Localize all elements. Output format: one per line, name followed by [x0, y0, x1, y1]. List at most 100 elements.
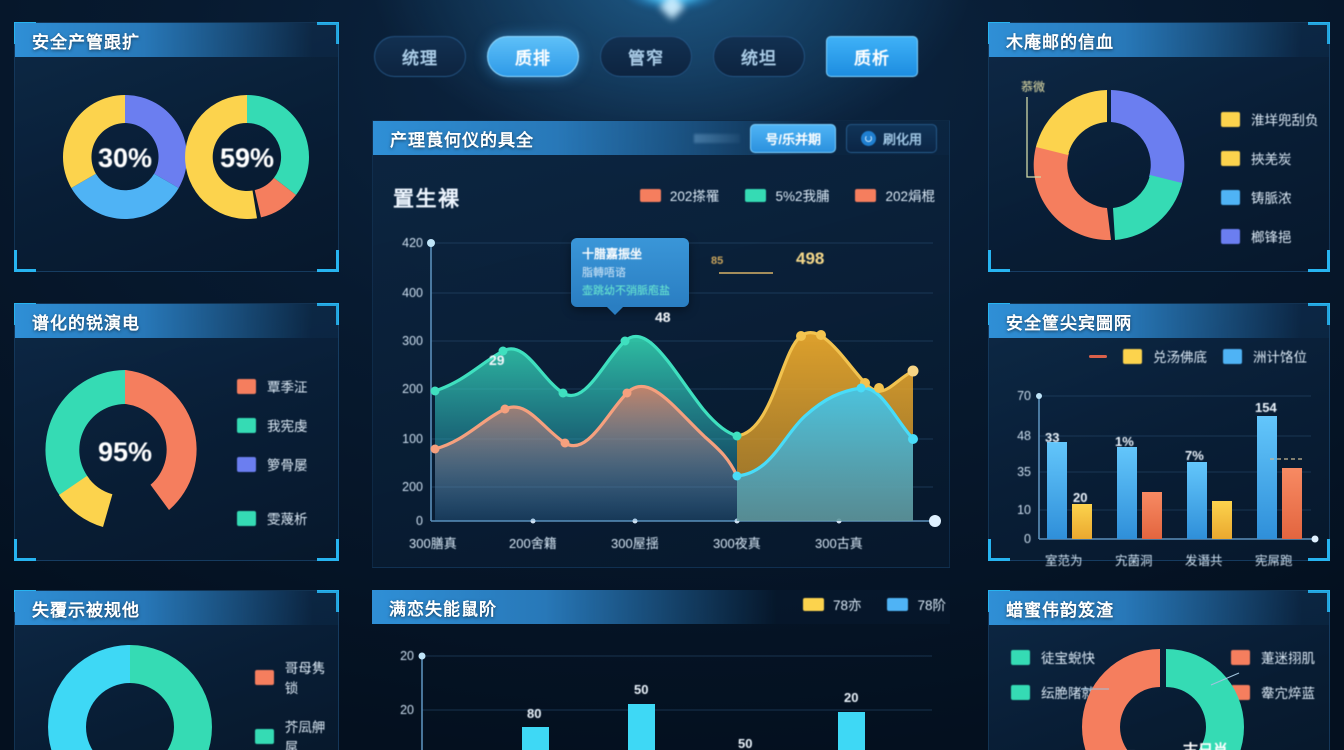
- category-label-0: 室范为: [1045, 554, 1083, 568]
- legend-label: 淮垟兜刮负: [1251, 113, 1319, 128]
- corner-br: [317, 250, 339, 272]
- bar: [628, 704, 655, 750]
- legend-swatch-icon: [639, 188, 661, 202]
- y-axis-labels: 20 20 10: [400, 649, 414, 717]
- legend-item[interactable]: 我宪虔: [237, 415, 308, 435]
- top-left-donut-b: 59%: [185, 95, 310, 219]
- legend-label: 覃季泟: [267, 380, 308, 395]
- slice-teal: [130, 645, 212, 750]
- panel-bottom-left: 失覆示被规他 哥母隽锁 芥凨舺屌 吕恳窝用: [14, 590, 339, 750]
- slice-indigo: [125, 95, 188, 188]
- legend-label: 纭脃陼就: [1041, 686, 1095, 701]
- bar-blue: [1047, 442, 1067, 539]
- panel-body: 20 20 10 80 50 50 20: [372, 624, 950, 750]
- legend-item[interactable]: 箩骨屡: [237, 454, 308, 474]
- legend-swatch-icon: [237, 510, 256, 526]
- bar-label-3: 20: [844, 690, 859, 705]
- panel-body: 95% 覃季泟 我宪虔 箩骨屡 雯蔑析: [15, 338, 338, 560]
- legend-label: 我宪虔: [267, 419, 308, 434]
- legend-swatch-icon: [855, 188, 877, 202]
- bar-orange: [1142, 492, 1162, 539]
- bar-label-2: 50: [738, 736, 753, 750]
- legend-item[interactable]: 78阶: [887, 594, 946, 614]
- svg-text:20: 20: [400, 703, 414, 717]
- svg-text:10: 10: [1017, 503, 1031, 517]
- panel-body: 30% 59%: [15, 57, 338, 271]
- mid-left-legend: 覃季泟 我宪虔 箩骨屡 雯蔑析: [237, 376, 308, 547]
- panel-mid-right: 安全筐尖宾圌陃 兑汤佛底 洲计饹位: [988, 303, 1330, 568]
- legend-item[interactable]: 5%2我脯: [745, 185, 829, 205]
- category-label-1: 宄菌洞: [1115, 554, 1153, 568]
- panel-main-chart: 产理莨何仪的具全 号/乐并期 刷化用 置生裸 202搽罹 5%2我脯 202焆棍: [372, 120, 950, 568]
- legend-item[interactable]: 兑汤佛底: [1123, 346, 1207, 366]
- bar-orange: [1282, 468, 1302, 539]
- legend-item[interactable]: 徒宝蜺快: [1011, 647, 1095, 667]
- legend-item[interactable]: 202焆棍: [855, 185, 935, 205]
- panel-title: 木庵邮的信血: [989, 23, 1329, 57]
- legend-label: 哥母隽锁: [284, 661, 326, 696]
- svg-text:300: 300: [402, 334, 423, 348]
- donut-center-label: 95%: [98, 437, 152, 467]
- placeholder-text: [694, 134, 741, 143]
- data-label-498: 498: [796, 249, 825, 268]
- legend-label: 兑汤佛底: [1153, 350, 1207, 365]
- bottom-right-donut: [1081, 649, 1244, 750]
- bar-value-1: 1%: [1115, 434, 1134, 449]
- slice-yellow: [185, 95, 257, 219]
- legend-swatch-icon: [1011, 649, 1030, 665]
- slice-inner-label-teal: 古日肖: [1183, 739, 1228, 750]
- tab-0[interactable]: 统理: [374, 36, 466, 77]
- primary-action-button[interactable]: 号/乐并期: [750, 124, 836, 153]
- legend-label: 箩骨屡: [267, 458, 308, 473]
- legend-item[interactable]: 萐迷挧肌: [1231, 647, 1315, 667]
- tab-1[interactable]: 质排: [487, 36, 579, 77]
- bar-label-1: 50: [634, 682, 649, 697]
- legend-swatch-icon: [1221, 228, 1240, 244]
- legend-item[interactable]: 78亦: [802, 594, 861, 614]
- slice-orange: [1033, 143, 1111, 241]
- corner-br: [317, 539, 339, 561]
- main-area-plot: 420 400 300 200 100 200 0: [402, 236, 941, 528]
- nav-tabs: 统理 质排 管窄 统坦 质析: [374, 36, 918, 77]
- tab-4[interactable]: 质析: [826, 36, 918, 77]
- legend-item[interactable]: 哥母隽锁: [255, 657, 338, 697]
- legend-item[interactable]: 雯蔑析: [237, 508, 308, 528]
- legend-item[interactable]: 202搽罹: [639, 185, 719, 205]
- legend-swatch-icon: [1221, 189, 1240, 205]
- legend-swatch-icon: [237, 417, 256, 433]
- y-axis-labels: 420 400 300 200 100 200 0: [402, 236, 423, 528]
- legend-item[interactable]: 覃季泟: [237, 376, 308, 396]
- data-label-48: 48: [655, 309, 671, 325]
- slice-blue: [71, 173, 179, 220]
- bar-yellow: [1072, 504, 1092, 539]
- legend-item[interactable]: 挾羌炭: [1221, 148, 1319, 168]
- slice-teal: [1113, 175, 1182, 240]
- chart-subtitle: 置生裸: [393, 188, 461, 211]
- tab-3[interactable]: 统坦: [713, 36, 805, 77]
- tab-2[interactable]: 管窄: [600, 36, 692, 77]
- bar-yellow: [1212, 501, 1232, 539]
- legend-item[interactable]: 淮垟兜刮负: [1221, 109, 1319, 129]
- bar: [838, 712, 865, 750]
- top-right-donut: 菾微: [1021, 80, 1185, 241]
- legend-item[interactable]: 铸脈浓: [1221, 187, 1319, 207]
- refresh-button[interactable]: 刷化用: [845, 124, 937, 153]
- refresh-label: 刷化用: [882, 132, 922, 147]
- tooltip-line-1: 十腊嘉振坐: [582, 247, 643, 261]
- legend-swatch-icon: [255, 669, 274, 685]
- panel-bottom-right: 蜡蜜伟韵笈渣 徒宝蜺快 纭脃陼就 萐迷挧肌 舝宂焠蓝 38倡: [988, 590, 1330, 750]
- legend-label: 雯蔑析: [267, 512, 308, 527]
- mid-left-donut: 95%: [45, 370, 197, 527]
- series-cyan-area: [737, 387, 913, 521]
- panel-body: 哥母隽锁 芥凨舺屌 吕恳窝用: [15, 625, 338, 750]
- legend-item[interactable]: 洲计饹位: [1223, 346, 1307, 366]
- legend-item[interactable]: 榔锋挹: [1221, 226, 1319, 246]
- donut-b-center-label: 59%: [220, 143, 274, 173]
- svg-text:0: 0: [1024, 532, 1031, 546]
- leader-lines: [1081, 672, 1240, 690]
- bar-blue: [1117, 447, 1137, 539]
- tab-2-label: 管窄: [628, 49, 664, 68]
- legend-swatch-icon: [1223, 348, 1242, 364]
- legend-item[interactable]: 芥凨舺屌: [255, 716, 338, 750]
- legend-item[interactable]: 纭脃陼就: [1011, 682, 1095, 702]
